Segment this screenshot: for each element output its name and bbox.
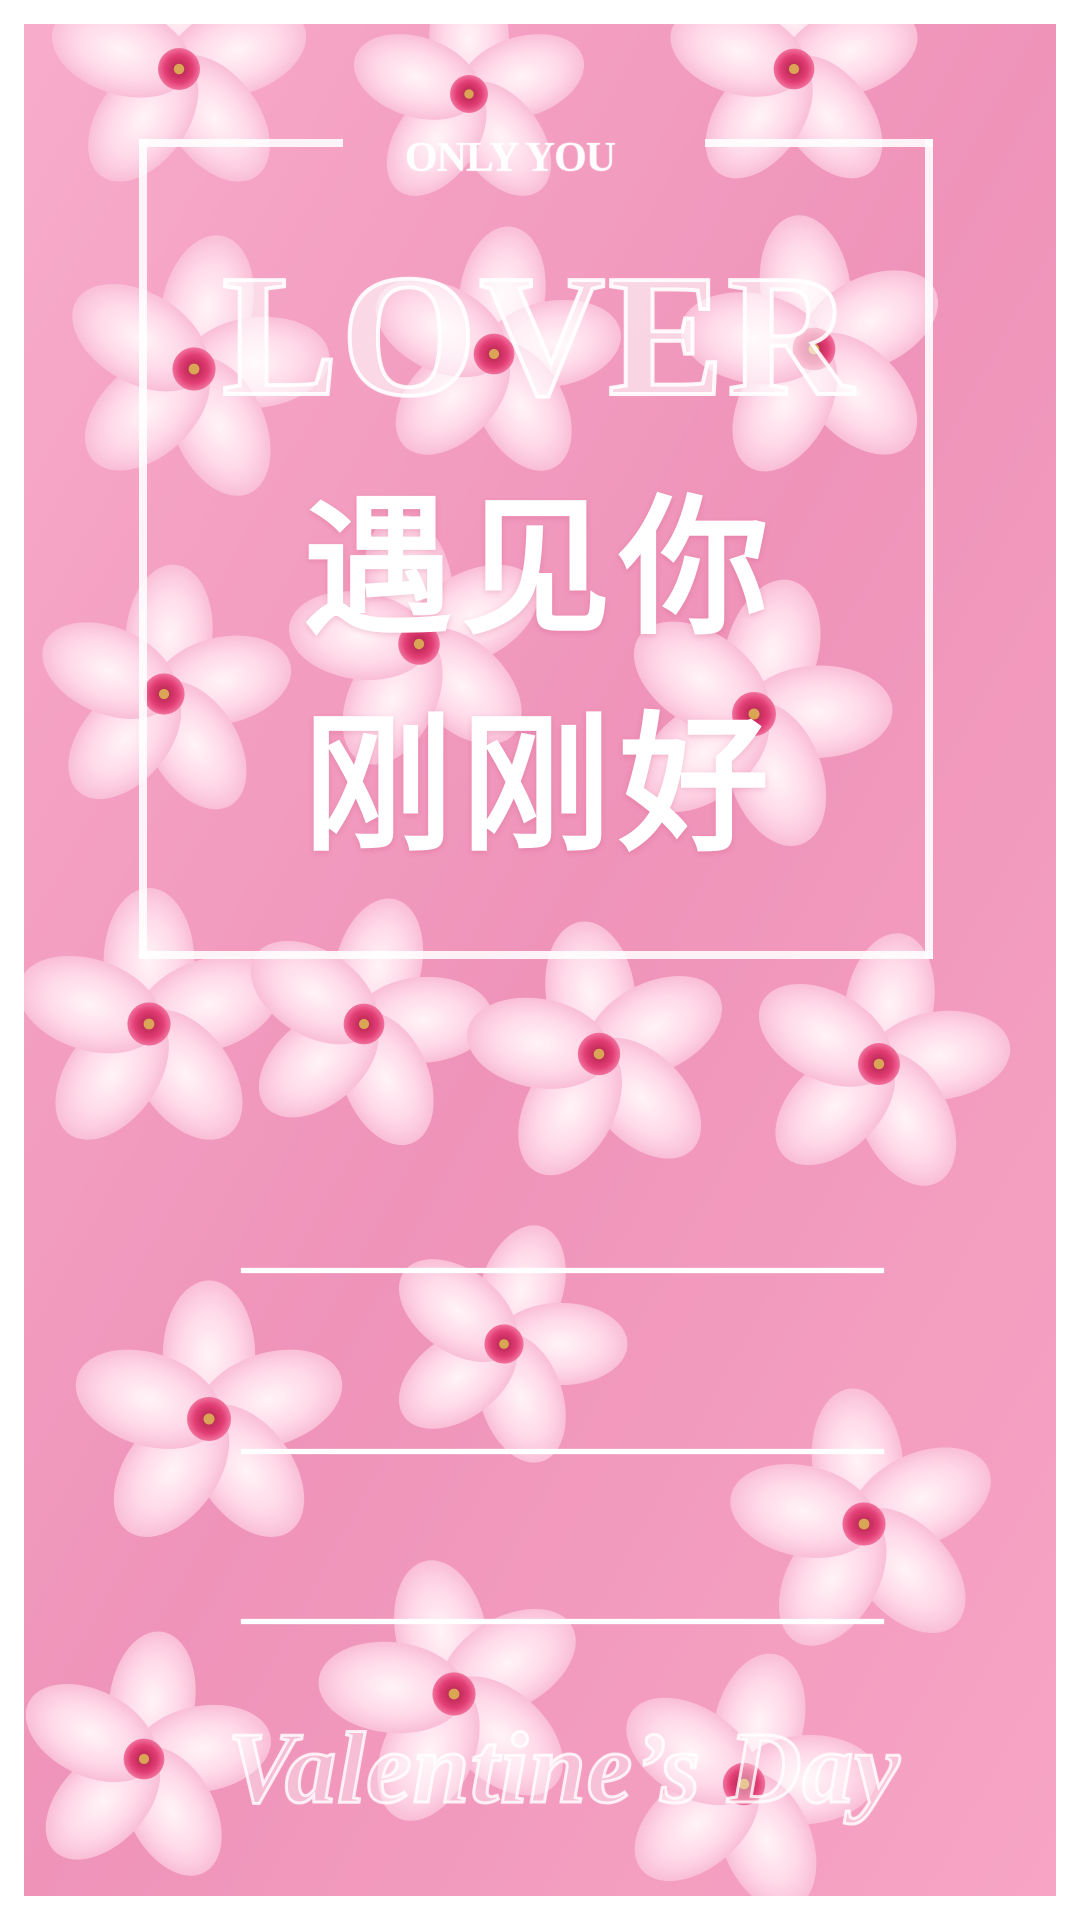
headline-lover: LOVER xyxy=(220,239,856,432)
valentines-day-footer: Valentine’s Day xyxy=(226,1712,901,1825)
frame-bottom-line xyxy=(139,951,933,959)
frame-right-line xyxy=(925,139,933,959)
valentines-card: ONLY YOU LOVER 遇见你 刚刚好 Valentine’s Day xyxy=(24,24,1056,1896)
frame-left-line xyxy=(139,139,147,959)
chinese-title-line-1: 遇见你 xyxy=(302,482,777,656)
writing-line-2 xyxy=(241,1449,884,1454)
chinese-title-line-2: 刚刚好 xyxy=(302,699,777,873)
decorative-frame xyxy=(139,139,933,959)
writing-line-1 xyxy=(241,1268,884,1273)
top-kicker: ONLY YOU xyxy=(404,135,616,181)
writing-line-3 xyxy=(241,1619,884,1624)
frame-top-right-line xyxy=(705,139,933,147)
flower-cluster xyxy=(24,24,1011,1896)
frame-top-left-line xyxy=(139,139,343,147)
pink-flower-background xyxy=(24,24,1056,1896)
